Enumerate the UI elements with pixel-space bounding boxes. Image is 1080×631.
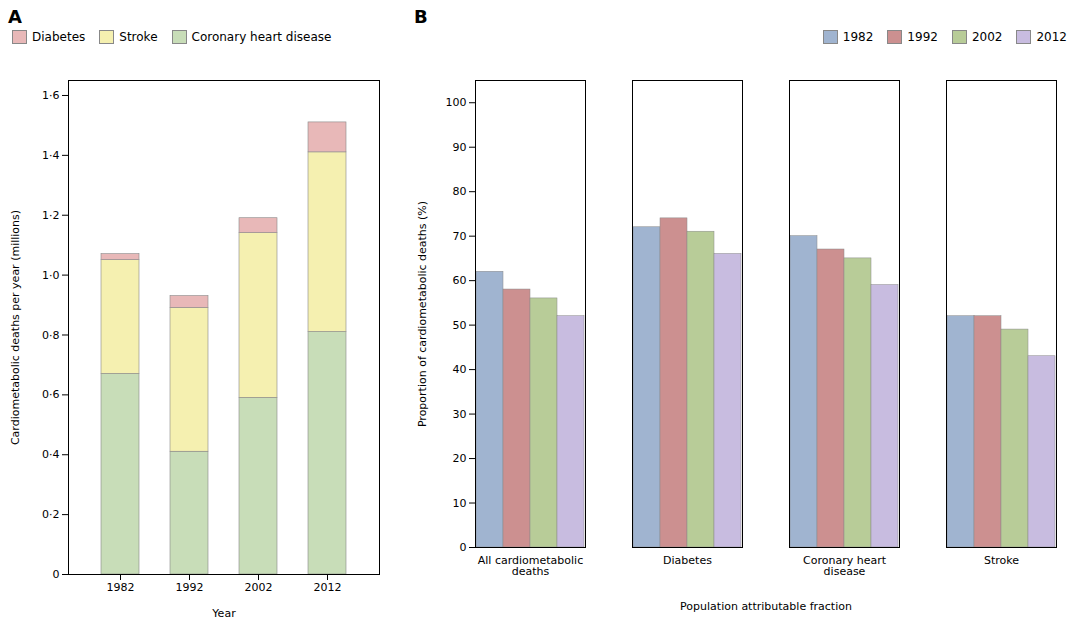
- html-text:A: A: [8, 6, 22, 27]
- svg-text:1·4: 1·4: [42, 149, 60, 162]
- html-text:B: B: [414, 6, 428, 27]
- svg-text:2012: 2012: [314, 581, 342, 594]
- svg-text:60: 60: [453, 274, 467, 287]
- svg-text:20: 20: [453, 452, 467, 465]
- svg-text:2002: 2002: [245, 581, 273, 594]
- svg-text:Coronary heartdisease: Coronary heartdisease: [803, 554, 887, 578]
- html-text:1982: 1982: [842, 30, 874, 44]
- html-text:2002: 2002: [971, 30, 1003, 44]
- html-text:1992: 1992: [907, 30, 938, 44]
- svg-text:1·2: 1·2: [42, 209, 60, 222]
- svg-text:Stroke: Stroke: [984, 554, 1019, 567]
- html-text:Diabetes: Diabetes: [32, 30, 86, 44]
- svg-text:All cardiometabolicdeaths: All cardiometabolicdeaths: [478, 554, 583, 578]
- svg-text:100: 100: [446, 96, 467, 109]
- svg-text:70: 70: [453, 230, 467, 243]
- svg-text:1992: 1992: [176, 581, 204, 594]
- svg-text:30: 30: [453, 408, 467, 421]
- svg-text:50: 50: [453, 319, 467, 332]
- svg-text:Proportion of cardiometabolic: Proportion of cardiometabolic deaths (%): [416, 201, 429, 427]
- svg-text:80: 80: [453, 185, 467, 198]
- svg-text:1982: 1982: [107, 581, 135, 594]
- svg-text:Cardiometabolic deaths per yea: Cardiometabolic deaths per year (million…: [9, 210, 22, 445]
- svg-text:0·4: 0·4: [42, 448, 60, 461]
- svg-text:Diabetes: Diabetes: [663, 554, 712, 567]
- html-text:2012: 2012: [1036, 30, 1067, 44]
- svg-text:0: 0: [53, 568, 60, 581]
- svg-text:10: 10: [453, 497, 467, 510]
- svg-text:1·6: 1·6: [42, 89, 60, 102]
- html-text:Coronary heart disease: Coronary heart disease: [191, 30, 332, 44]
- html-text:Stroke: Stroke: [119, 30, 158, 44]
- svg-text:Population attributable fracti: Population attributable fraction: [680, 600, 852, 613]
- svg-text:90: 90: [453, 141, 467, 154]
- svg-text:Year: Year: [211, 607, 236, 620]
- svg-text:0·2: 0·2: [42, 508, 60, 521]
- svg-text:40: 40: [453, 363, 467, 376]
- svg-text:0: 0: [460, 541, 467, 554]
- svg-text:0·8: 0·8: [42, 329, 60, 342]
- svg-text:0·6: 0·6: [42, 388, 60, 401]
- svg-text:1·0: 1·0: [42, 269, 60, 282]
